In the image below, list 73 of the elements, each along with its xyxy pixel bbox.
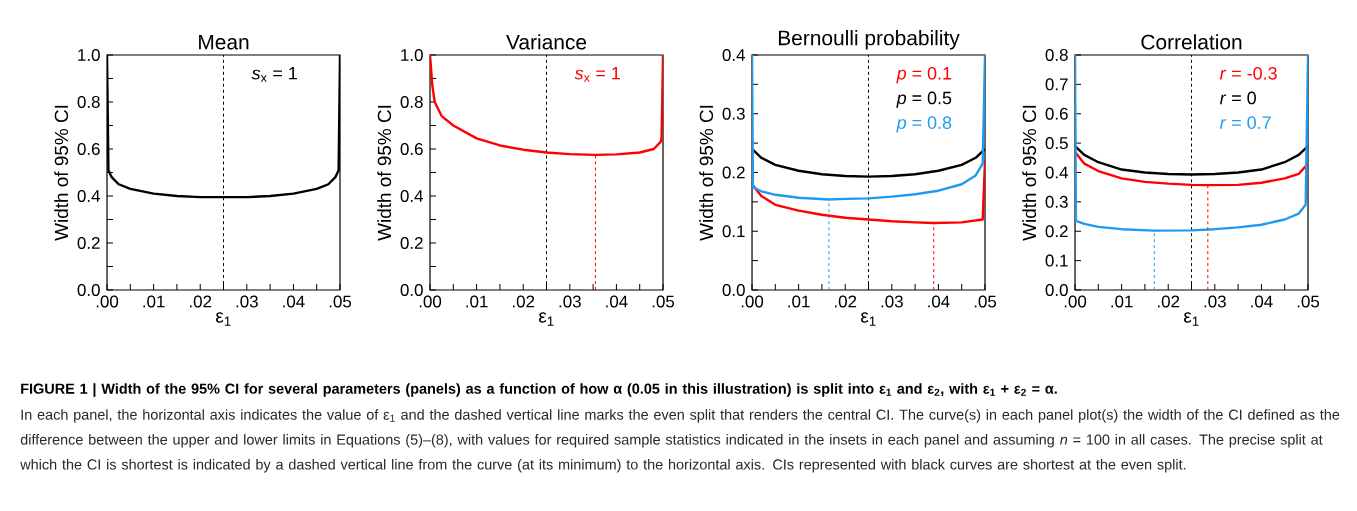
y-tick-label: 0.6 (77, 142, 100, 155)
x-tick-label: .05 (329, 295, 352, 308)
x-tick-label: .01 (1111, 295, 1133, 308)
x-tick-label: .02 (834, 295, 857, 308)
chart-title: Correlation (1141, 34, 1242, 50)
text: s$_{x}$ = 1 (251, 66, 297, 82)
x-tick-label: .05 (652, 295, 675, 308)
y-tick-label: 0.1 (722, 225, 745, 238)
x-tick-label: .03 (559, 295, 581, 308)
x-tick-label: .05 (974, 295, 997, 308)
y-tick-label: 0.0 (722, 283, 745, 296)
y-tick-label: 0.2 (400, 236, 423, 249)
text: r = 0 (1219, 91, 1256, 105)
y-axis-title: Width of 95% CI (699, 105, 714, 241)
y-axis-title: Width of 95% CI (1022, 105, 1037, 241)
y-tick-label: 0.6 (400, 142, 423, 155)
chart-title: Mean (199, 34, 249, 50)
x-tick-label: .00 (1064, 295, 1087, 308)
text: p = 0.1 (896, 66, 952, 84)
y-tick-label: 0.2 (77, 236, 100, 249)
y-tick-label: 0.6 (1045, 107, 1068, 120)
y-tick-label: 0.2 (1045, 225, 1068, 238)
x-tick-label: .04 (1251, 295, 1273, 308)
x-tick-label: .01 (788, 295, 810, 308)
text: In each panel, the horizontal axis indicates the value of ε$_{1}$ and the dashed vertical line marks the even split that renders the central CI. The curve(s) in each panel plot(s) the width of the CI defined as the difference between the upper and lower limits in Equations (5)–(8), with values for required sample statistics indicated in the insets in each panel and assuming n = 100 in all cases. The precise split at which the CI is shortest is indicated by a dashed vertical line from the curve (at its minimum) to the horizontal axis. CIs represented with black curves are shortest at the even split. (20, 409, 1340, 473)
x-tick-label: .04 (283, 295, 305, 308)
y-tick-label: 0.7 (1045, 78, 1068, 91)
text: r = 0.7 (1219, 116, 1271, 129)
y-tick-label: 0.8 (400, 95, 423, 108)
x-tick-label: .01 (466, 295, 488, 308)
x-tick-label: .04 (606, 295, 628, 308)
x-tick-label: .03 (1204, 295, 1226, 308)
y-axis-title: Width of 95% CI (377, 105, 392, 241)
text: FIGURE 1 | Width of the 95% CI for several parameters (panels) as a function of how α (0.05 in this illustration) is split into ε$_{1}$ and ε$_{2}$, with ε$_{1}$ + ε$_{2}$ = α. (21, 383, 1057, 397)
y-tick-label: 0.3 (1045, 195, 1068, 208)
x-tick-label: .02 (1157, 295, 1180, 308)
text: p = 0.5 (896, 91, 952, 108)
y-tick-label: 1.0 (401, 48, 423, 61)
y-tick-label: 0.4 (1045, 166, 1068, 179)
chart-title: Bernoulli probability (778, 29, 960, 50)
y-tick-label: 0.8 (1045, 48, 1068, 61)
y-tick-label: 0.0 (400, 283, 423, 296)
y-tick-label: 1.0 (78, 48, 100, 61)
y-axis-title: Width of 95% CI (54, 105, 69, 241)
x-axis-title: ε$_{1}$ (216, 312, 231, 326)
x-tick-label: .00 (96, 295, 119, 308)
x-tick-label: .01 (143, 295, 165, 308)
x-tick-label: .05 (1297, 295, 1320, 308)
x-tick-label: .04 (928, 295, 950, 308)
text: r = -0.3 (1219, 66, 1277, 80)
x-axis-title: ε$_{1}$ (861, 312, 876, 326)
y-tick-label: 0.8 (77, 95, 100, 108)
x-tick-label: .00 (419, 295, 442, 308)
x-axis-title: ε$_{1}$ (1184, 312, 1199, 326)
text: s$_{x}$ = 1 (574, 66, 620, 82)
y-tick-label: 0.3 (722, 107, 745, 120)
x-tick-label: .02 (512, 295, 535, 308)
x-tick-label: .03 (881, 295, 903, 308)
x-tick-label: .03 (236, 295, 258, 308)
x-tick-label: .00 (741, 295, 764, 308)
y-tick-label: 0.0 (1045, 283, 1068, 296)
series-label: p = 0.8 (896, 116, 952, 133)
chart-title: Variance (506, 34, 587, 50)
x-axis-title: ε$_{1}$ (539, 312, 554, 326)
x-tick-label: .02 (189, 295, 212, 308)
y-tick-label: 0.4 (77, 189, 100, 202)
y-tick-label: 0.4 (722, 48, 745, 61)
y-tick-label: 0.5 (1045, 137, 1068, 150)
y-tick-label: 0.2 (722, 166, 745, 179)
line-series (752, 54, 986, 201)
y-tick-label: 0.4 (400, 189, 423, 202)
y-tick-label: 0.0 (77, 283, 100, 296)
y-tick-label: 0.1 (1045, 254, 1068, 267)
